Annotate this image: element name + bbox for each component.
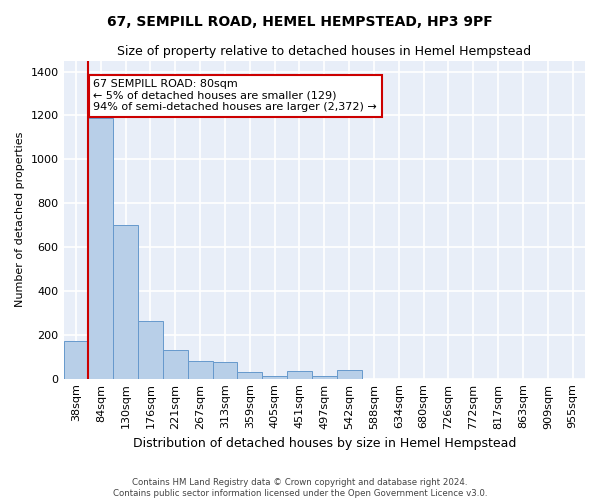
Text: Contains HM Land Registry data © Crown copyright and database right 2024.
Contai: Contains HM Land Registry data © Crown c… [113,478,487,498]
Bar [212,362,238,378]
X-axis label: Distribution of detached houses by size in Hemel Hempstead: Distribution of detached houses by size … [133,437,516,450]
Bar [88,118,113,378]
Text: 67 SEMPILL ROAD: 80sqm
← 5% of detached houses are smaller (129)
94% of semi-det: 67 SEMPILL ROAD: 80sqm ← 5% of detached … [94,79,377,112]
Bar [262,376,287,378]
Bar [113,225,138,378]
Title: Size of property relative to detached houses in Hemel Hempstead: Size of property relative to detached ho… [117,45,532,58]
Bar [188,361,212,378]
Bar [64,342,88,378]
Bar [337,370,362,378]
Y-axis label: Number of detached properties: Number of detached properties [15,132,25,308]
Text: 67, SEMPILL ROAD, HEMEL HEMPSTEAD, HP3 9PF: 67, SEMPILL ROAD, HEMEL HEMPSTEAD, HP3 9… [107,15,493,29]
Bar [287,371,312,378]
Bar [163,350,188,378]
Bar [138,320,163,378]
Bar [238,372,262,378]
Bar [312,376,337,378]
